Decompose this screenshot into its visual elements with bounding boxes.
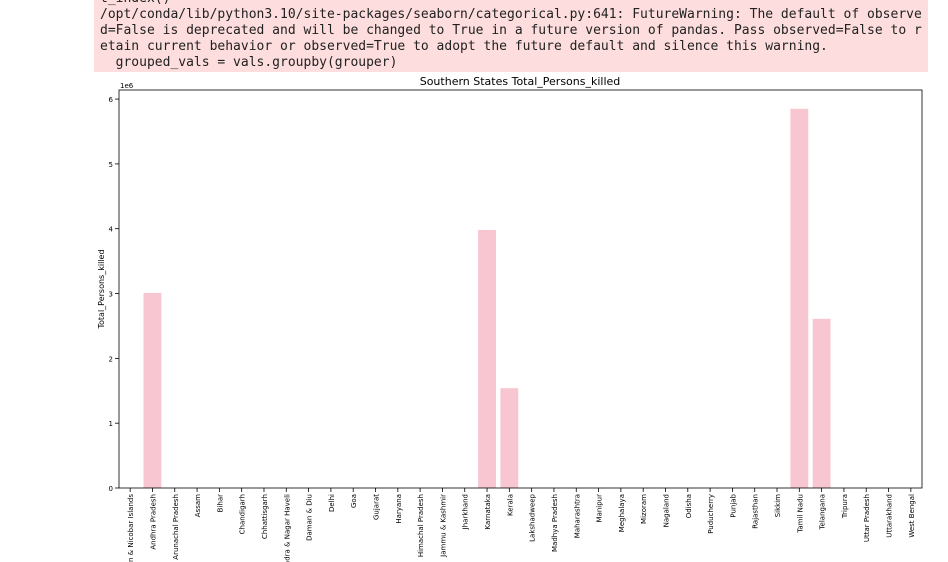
x-tick-label: Madhya Pradesh xyxy=(551,494,559,552)
y-axis-label: Total_Persons_killed xyxy=(97,249,106,329)
x-tick-label: Telangana xyxy=(819,494,827,531)
x-tick-label: Chhattisgarh xyxy=(261,494,269,539)
x-tick-label: Maharashtra xyxy=(573,494,581,538)
bar xyxy=(500,388,519,488)
x-tick-label: Daman & Diu xyxy=(306,494,314,541)
x-tick-label: Andaman & Nicobar Islands xyxy=(127,494,135,562)
x-tick-label: Uttar Pradesh xyxy=(863,494,871,542)
x-tick-label: Goa xyxy=(350,494,358,508)
bar xyxy=(812,318,831,488)
y-offset-label: 1e6 xyxy=(120,82,134,90)
x-tick-label: Mizoram xyxy=(640,494,648,524)
x-tick-label: Sikkim xyxy=(774,494,782,517)
warning-line: etain current behavior or observed=True … xyxy=(100,39,828,54)
y-tick-label: 0 xyxy=(109,485,113,493)
x-tick-label: Meghalaya xyxy=(618,494,626,532)
warning-line: grouped_vals = vals.groupby(grouper) xyxy=(100,55,398,70)
x-tick-label: West Bengal xyxy=(908,494,916,538)
x-tick-label: Rajasthan xyxy=(752,494,760,529)
x-tick-label: Kerala xyxy=(506,494,514,516)
x-tick-label: Chandigarh xyxy=(239,494,247,534)
x-tick-label: Puducherry xyxy=(707,494,715,534)
x-tick-label: Gujarat xyxy=(373,494,381,520)
chart-title: Southern States Total_Persons_killed xyxy=(420,75,621,88)
x-tick-label: Bihar xyxy=(216,494,224,512)
x-tick-label: Nagaland xyxy=(662,494,670,527)
y-tick-label: 5 xyxy=(109,161,113,169)
y-tick-label: 1 xyxy=(109,420,113,428)
warning-box: t_index()/opt/conda/lib/python3.10/site-… xyxy=(94,0,928,72)
bar xyxy=(143,292,162,488)
x-tick-label: Karnataka xyxy=(484,494,492,530)
x-tick-label: Uttarakhand xyxy=(886,494,894,538)
x-tick-label: Tamil Nadu xyxy=(796,494,804,534)
y-tick-label: 3 xyxy=(109,291,113,299)
x-tick-label: Odisha xyxy=(685,494,693,518)
x-tick-label: Punjab xyxy=(729,493,737,517)
x-tick-label: Himachal Pradesh xyxy=(417,494,425,557)
y-tick-label: 6 xyxy=(109,96,114,104)
bar xyxy=(790,108,809,489)
x-tick-label: Manipur xyxy=(596,494,604,523)
x-tick-label: Dadra & Nagar Haveli xyxy=(283,494,291,562)
bar xyxy=(478,230,496,488)
x-tick-label: Assam xyxy=(194,494,202,517)
x-tick-label: Jammu & Kashmir xyxy=(439,494,447,558)
warning-line: t_index() xyxy=(94,0,928,7)
x-tick-label: Lakshadweep xyxy=(529,493,537,541)
warning-line: /opt/conda/lib/python3.10/site-packages/… xyxy=(100,7,922,22)
x-tick-label: Haryana xyxy=(395,494,403,524)
x-tick-label: Jharkhand xyxy=(462,494,470,530)
plot-frame xyxy=(118,89,923,489)
x-tick-label: Andhra Pradesh xyxy=(149,494,157,550)
x-tick-label: Tripura xyxy=(841,494,849,519)
y-tick-label: 2 xyxy=(109,355,113,363)
x-tick-label: Delhi xyxy=(328,494,336,512)
x-tick-label: Arunachal Pradesh xyxy=(172,494,180,560)
y-tick-label: 4 xyxy=(109,226,114,234)
warning-line: d=False is deprecated and will be change… xyxy=(100,23,922,38)
